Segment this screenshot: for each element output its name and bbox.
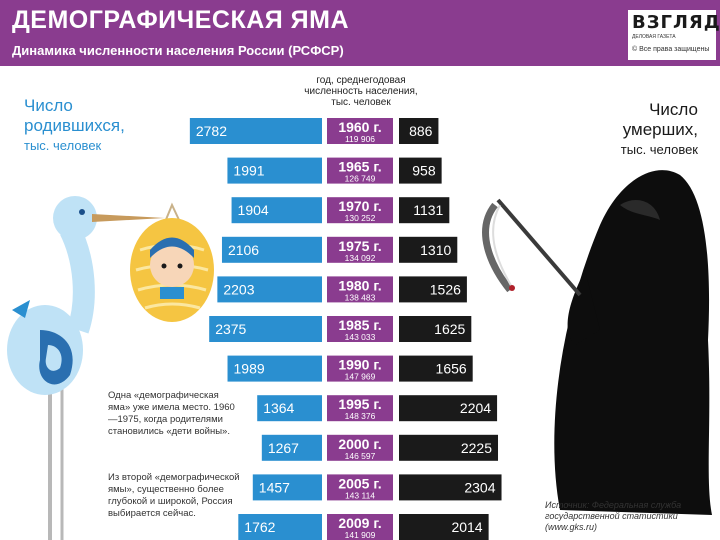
births-bar <box>261 434 322 461</box>
population-label: 148 376 <box>345 411 376 421</box>
births-bar <box>257 395 322 422</box>
year-label: 2009 г. <box>338 515 381 531</box>
deaths-value-label: 2304 <box>464 479 495 495</box>
year-label: 1965 г. <box>338 159 381 175</box>
year-label: 2000 г. <box>338 436 381 452</box>
population-label: 143 114 <box>345 490 375 500</box>
population-label: 147 969 <box>345 372 376 382</box>
deaths-value-label: 2225 <box>461 440 492 456</box>
deaths-legend: Число умерших, тыс. человек <box>618 100 698 160</box>
population-label: 134 092 <box>345 253 376 263</box>
header-banner: ДЕМОГРАФИЧЕСКАЯ ЯМА Динамика численности… <box>0 0 720 66</box>
population-label: 130 252 <box>345 213 376 223</box>
year-label: 1985 г. <box>338 317 381 333</box>
page-title: ДЕМОГРАФИЧЕСКАЯ ЯМА <box>12 6 350 34</box>
deaths-bar <box>399 355 473 382</box>
births-value-label: 2782 <box>196 123 227 139</box>
population-column-header: год, среднегодовая численность населения… <box>304 75 418 108</box>
year-box <box>327 395 393 422</box>
deaths-value-label: 2204 <box>460 400 491 416</box>
deaths-value-label: 1310 <box>420 242 451 258</box>
population-label: 143 033 <box>345 332 376 342</box>
logo-rights: © Все права защищены <box>632 46 710 53</box>
births-value-label: 1989 <box>234 361 265 377</box>
births-legend: Число родившихся, тыс. человек <box>24 96 134 156</box>
population-label: 138 483 <box>345 292 376 302</box>
births-bar <box>209 316 322 342</box>
deaths-value-label: 958 <box>412 163 436 179</box>
baby-bundle-illustration <box>130 202 214 322</box>
source-note: Источник: Федеральная служба государстве… <box>545 500 682 532</box>
note-first-pit: Одна «демографическая яма» уже имела мес… <box>108 390 235 437</box>
deaths-value-label: 886 <box>409 123 433 139</box>
births-value-label: 2106 <box>228 242 259 258</box>
year-box <box>327 355 393 382</box>
deaths-value-label: 1656 <box>436 361 467 377</box>
year-box <box>327 157 393 184</box>
deaths-bar <box>399 157 442 184</box>
births-bar <box>227 355 322 382</box>
year-label: 1975 г. <box>338 238 381 254</box>
births-value-label: 1364 <box>263 400 294 416</box>
deaths-legend-title: Число умерших, <box>622 100 698 139</box>
births-bar <box>227 157 322 184</box>
year-box <box>327 236 393 263</box>
births-bar <box>221 236 322 263</box>
logo-tagline: ДЕЛОВАЯ ГАЗЕТА <box>632 34 676 40</box>
year-box <box>327 316 393 342</box>
year-box <box>327 276 393 303</box>
births-bar <box>238 514 322 540</box>
population-label: 146 597 <box>345 451 376 461</box>
year-box <box>327 197 393 224</box>
births-bar <box>217 276 322 303</box>
births-value-label: 2203 <box>223 281 254 297</box>
stork-illustration <box>7 196 165 540</box>
deaths-bar <box>399 276 467 303</box>
year-box <box>327 118 393 144</box>
births-value-label: 1457 <box>259 479 290 495</box>
year-box <box>327 514 393 540</box>
page-subtitle: Динамика численности населения России (Р… <box>12 43 344 58</box>
deaths-bar <box>399 395 498 422</box>
year-box <box>327 474 393 501</box>
births-legend-title: Число родившихся, <box>24 96 125 135</box>
births-value-label: 1267 <box>268 440 299 456</box>
year-label: 1970 г. <box>338 198 381 214</box>
deaths-value-label: 1131 <box>413 202 443 218</box>
note-second-pit: Из второй «демографической ямы», существ… <box>108 472 240 519</box>
year-label: 1960 г. <box>338 119 381 135</box>
deaths-value-label: 1526 <box>430 281 461 297</box>
births-value-label: 2375 <box>215 321 246 337</box>
deaths-bar <box>399 316 472 342</box>
brand-logo[interactable]: ВЗГЛЯД ДЕЛОВАЯ ГАЗЕТА © Все права защище… <box>628 10 720 60</box>
logo-word: ВЗГЛЯД <box>632 12 720 33</box>
grim-reaper-illustration <box>482 170 712 515</box>
year-label: 1995 г. <box>338 396 381 412</box>
population-label: 141 909 <box>345 530 376 540</box>
births-bar <box>231 197 322 224</box>
year-box <box>327 434 393 461</box>
births-bar <box>252 474 322 501</box>
population-label: 126 749 <box>345 174 376 184</box>
births-value-label: 1762 <box>244 519 275 535</box>
year-label: 1980 г. <box>338 277 381 293</box>
year-label: 2005 г. <box>338 475 381 491</box>
births-value-label: 1991 <box>233 163 264 179</box>
deaths-bar <box>399 197 450 224</box>
deaths-legend-unit: тыс. человек <box>620 142 698 157</box>
deaths-value-label: 2014 <box>451 519 482 535</box>
deaths-bar <box>399 434 499 461</box>
population-label: 119 906 <box>345 134 375 144</box>
deaths-value-label: 1625 <box>434 321 465 337</box>
deaths-bar <box>399 514 489 540</box>
births-bar <box>189 118 322 144</box>
births-value-label: 1904 <box>238 202 269 218</box>
deaths-bar <box>399 118 439 144</box>
deaths-bar <box>399 474 502 501</box>
year-label: 1990 г. <box>338 357 381 373</box>
deaths-bar <box>399 236 458 263</box>
births-legend-unit: тыс. человек <box>24 138 102 153</box>
